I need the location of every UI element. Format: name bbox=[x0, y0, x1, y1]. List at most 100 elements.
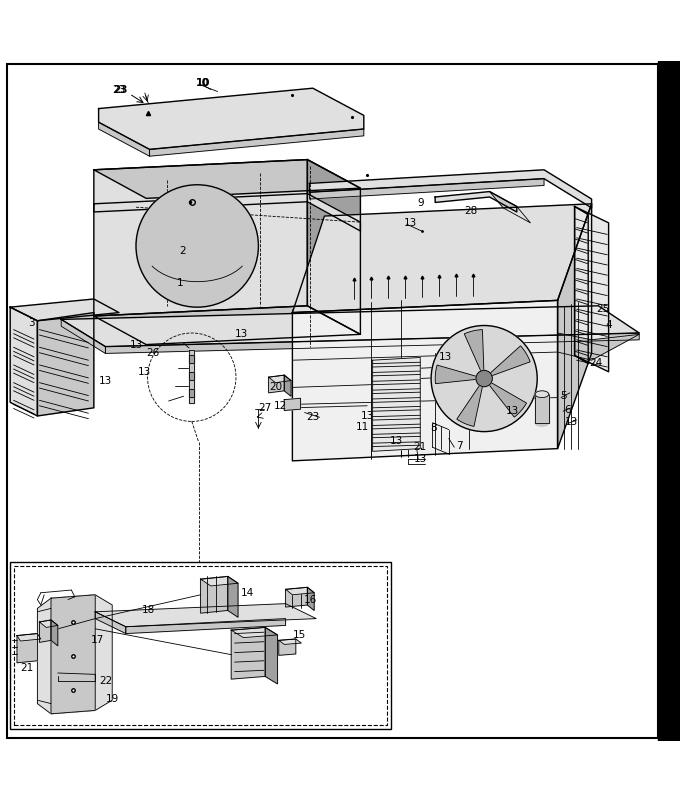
Wedge shape bbox=[484, 379, 526, 417]
Polygon shape bbox=[61, 319, 105, 354]
Circle shape bbox=[476, 371, 492, 387]
Text: 16: 16 bbox=[303, 595, 317, 606]
Polygon shape bbox=[535, 395, 549, 423]
Polygon shape bbox=[10, 307, 37, 416]
Polygon shape bbox=[231, 627, 277, 638]
Polygon shape bbox=[658, 61, 680, 741]
Text: 26: 26 bbox=[146, 348, 160, 358]
Polygon shape bbox=[231, 627, 265, 679]
Text: 27: 27 bbox=[258, 403, 271, 413]
Polygon shape bbox=[307, 587, 314, 610]
Polygon shape bbox=[37, 595, 112, 714]
Text: 13: 13 bbox=[235, 330, 248, 339]
Polygon shape bbox=[94, 160, 307, 316]
Polygon shape bbox=[228, 577, 238, 618]
Circle shape bbox=[431, 326, 537, 431]
Polygon shape bbox=[189, 354, 194, 363]
Bar bbox=[14, 566, 387, 725]
Polygon shape bbox=[189, 372, 194, 380]
Text: 23: 23 bbox=[113, 84, 128, 95]
Polygon shape bbox=[99, 88, 364, 149]
Polygon shape bbox=[95, 604, 316, 626]
Text: 4: 4 bbox=[605, 320, 612, 330]
Text: 8: 8 bbox=[430, 423, 437, 432]
Text: 13: 13 bbox=[564, 417, 578, 427]
Polygon shape bbox=[39, 620, 51, 642]
Text: 7: 7 bbox=[456, 441, 462, 451]
Text: 13: 13 bbox=[413, 455, 427, 464]
Text: 23: 23 bbox=[306, 412, 320, 423]
Polygon shape bbox=[309, 170, 592, 208]
Text: 13: 13 bbox=[129, 340, 143, 350]
Ellipse shape bbox=[535, 391, 549, 398]
Text: 10: 10 bbox=[196, 78, 209, 87]
Text: 23: 23 bbox=[112, 84, 126, 95]
Polygon shape bbox=[265, 627, 277, 684]
Text: 15: 15 bbox=[292, 630, 306, 640]
Text: 21: 21 bbox=[413, 442, 427, 452]
Text: 10: 10 bbox=[195, 78, 210, 87]
Text: 19: 19 bbox=[105, 694, 119, 704]
Text: 3: 3 bbox=[29, 318, 35, 329]
Polygon shape bbox=[269, 375, 284, 393]
Text: 17: 17 bbox=[90, 635, 104, 646]
Polygon shape bbox=[279, 639, 296, 655]
Polygon shape bbox=[201, 577, 238, 586]
Text: 24: 24 bbox=[590, 358, 603, 368]
Polygon shape bbox=[435, 192, 517, 212]
Text: 13: 13 bbox=[390, 436, 403, 446]
Text: 18: 18 bbox=[141, 605, 155, 615]
Polygon shape bbox=[575, 207, 588, 363]
Polygon shape bbox=[309, 179, 544, 199]
Text: 28: 28 bbox=[464, 206, 478, 217]
Polygon shape bbox=[95, 612, 126, 634]
Polygon shape bbox=[126, 618, 286, 634]
Polygon shape bbox=[373, 358, 420, 452]
Polygon shape bbox=[284, 399, 301, 411]
Polygon shape bbox=[39, 620, 58, 627]
Circle shape bbox=[136, 184, 258, 307]
Bar bbox=[10, 562, 391, 729]
Polygon shape bbox=[490, 192, 530, 223]
Text: 13: 13 bbox=[137, 367, 151, 377]
Wedge shape bbox=[457, 379, 484, 427]
Polygon shape bbox=[61, 306, 639, 346]
Text: 22: 22 bbox=[99, 676, 112, 687]
Wedge shape bbox=[435, 365, 484, 383]
Polygon shape bbox=[284, 375, 291, 396]
Wedge shape bbox=[484, 346, 530, 379]
Polygon shape bbox=[269, 375, 291, 383]
Polygon shape bbox=[286, 587, 307, 607]
Text: 9: 9 bbox=[417, 198, 424, 209]
Polygon shape bbox=[51, 620, 58, 646]
Polygon shape bbox=[558, 333, 639, 360]
Polygon shape bbox=[94, 160, 360, 198]
Text: 11: 11 bbox=[356, 422, 369, 431]
Text: 6: 6 bbox=[564, 405, 571, 415]
Polygon shape bbox=[558, 204, 592, 448]
Polygon shape bbox=[51, 595, 95, 714]
Polygon shape bbox=[189, 389, 194, 397]
Text: 13: 13 bbox=[360, 411, 374, 421]
Text: 2: 2 bbox=[179, 246, 186, 257]
Text: 13: 13 bbox=[403, 218, 417, 228]
Polygon shape bbox=[201, 577, 228, 614]
Polygon shape bbox=[94, 306, 360, 345]
Text: 14: 14 bbox=[241, 588, 254, 597]
Polygon shape bbox=[279, 639, 301, 645]
Text: 13: 13 bbox=[439, 352, 452, 362]
Wedge shape bbox=[464, 330, 484, 379]
Text: 25: 25 bbox=[596, 304, 610, 314]
Polygon shape bbox=[10, 299, 119, 321]
Polygon shape bbox=[17, 634, 37, 662]
Ellipse shape bbox=[535, 419, 549, 426]
Text: 21: 21 bbox=[20, 662, 34, 673]
Polygon shape bbox=[292, 301, 558, 461]
Text: 5: 5 bbox=[560, 391, 566, 401]
Text: 20: 20 bbox=[269, 383, 283, 392]
Polygon shape bbox=[105, 333, 639, 354]
Text: 13: 13 bbox=[99, 375, 112, 386]
Polygon shape bbox=[189, 350, 194, 403]
Polygon shape bbox=[99, 122, 150, 156]
Polygon shape bbox=[575, 207, 609, 372]
